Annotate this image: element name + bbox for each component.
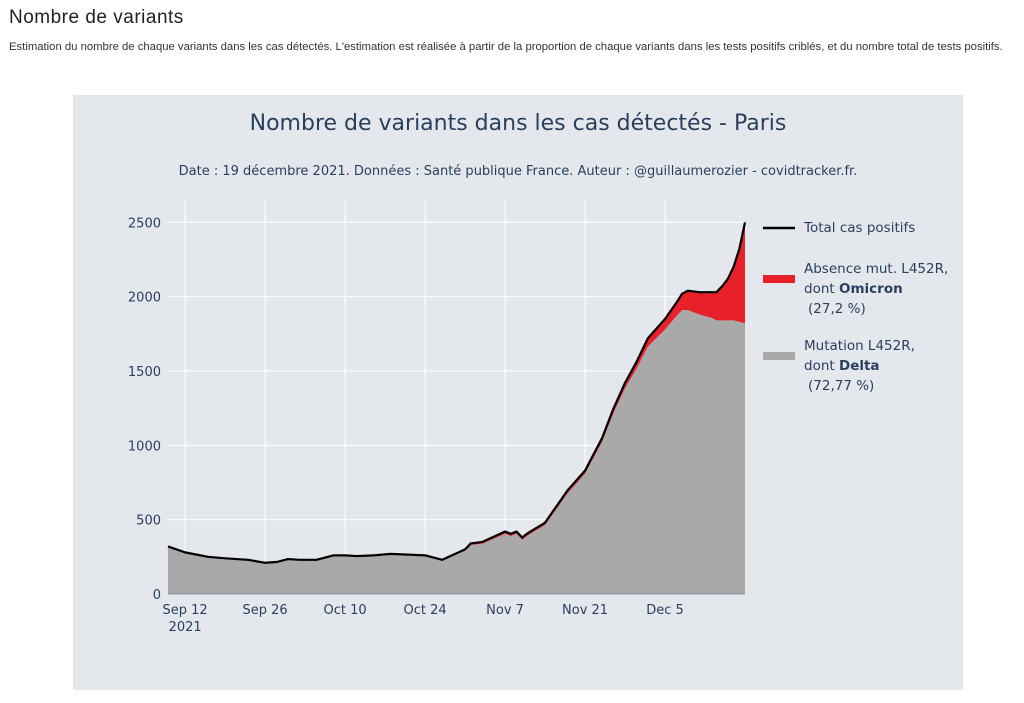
chart-grid (168, 200, 745, 594)
legend-swatch-delta (763, 352, 795, 360)
x-tick-label: Oct 10 (324, 603, 367, 618)
x-tick-label: Nov 21 (562, 603, 608, 618)
chart-lines (167, 222, 747, 564)
chart-container: Nombre de variants dans les cas détectés… (73, 95, 963, 690)
y-tick-label: 1000 (128, 439, 161, 454)
y-tick-label: 2000 (128, 291, 161, 306)
chart-title: Nombre de variants dans les cas détectés… (250, 111, 787, 136)
chart-svg: Nombre de variants dans les cas détectés… (128, 111, 948, 635)
legend-label: (27,2 %) (808, 301, 866, 317)
legend-label: dont Delta (804, 358, 880, 374)
page-description: Estimation du nombre de chaque variants … (9, 41, 1003, 53)
legend-label: Absence mut. L452R, (804, 261, 948, 277)
x-tick-label: Dec 5 (646, 603, 684, 618)
chart-axes: 0 500 1000 1500 2000 2500 Sep 12 2021 Sep 26 Oct … (128, 216, 745, 635)
x-tick-year-label: 2021 (169, 620, 202, 635)
chart-subtitle: Date : 19 décembre 2021. Données : Santé… (179, 164, 858, 179)
x-tick-label: Oct 24 (404, 603, 447, 618)
x-tick-label: Sep 26 (243, 603, 288, 618)
legend-label: dont Omicron (804, 281, 903, 297)
total-cases-line (167, 222, 747, 564)
legend-swatch-omicron (763, 275, 795, 283)
page-title: Nombre de variants (9, 7, 184, 28)
x-tick-label: Sep 12 (163, 603, 208, 618)
legend-label: Mutation L452R, (804, 338, 915, 354)
y-tick-label: 1500 (128, 365, 161, 380)
chart-areas (168, 222, 745, 594)
y-tick-label: 2500 (128, 216, 161, 231)
chart-legend[interactable]: Total cas positifs Absence mut. L452R, don… (763, 220, 948, 394)
x-tick-label: Nov 7 (486, 603, 524, 618)
y-tick-label: 0 (153, 588, 161, 603)
y-tick-label: 500 (136, 514, 161, 529)
legend-label: (72,77 %) (808, 378, 874, 394)
legend-label: Total cas positifs (803, 220, 915, 236)
delta-area (168, 310, 745, 594)
